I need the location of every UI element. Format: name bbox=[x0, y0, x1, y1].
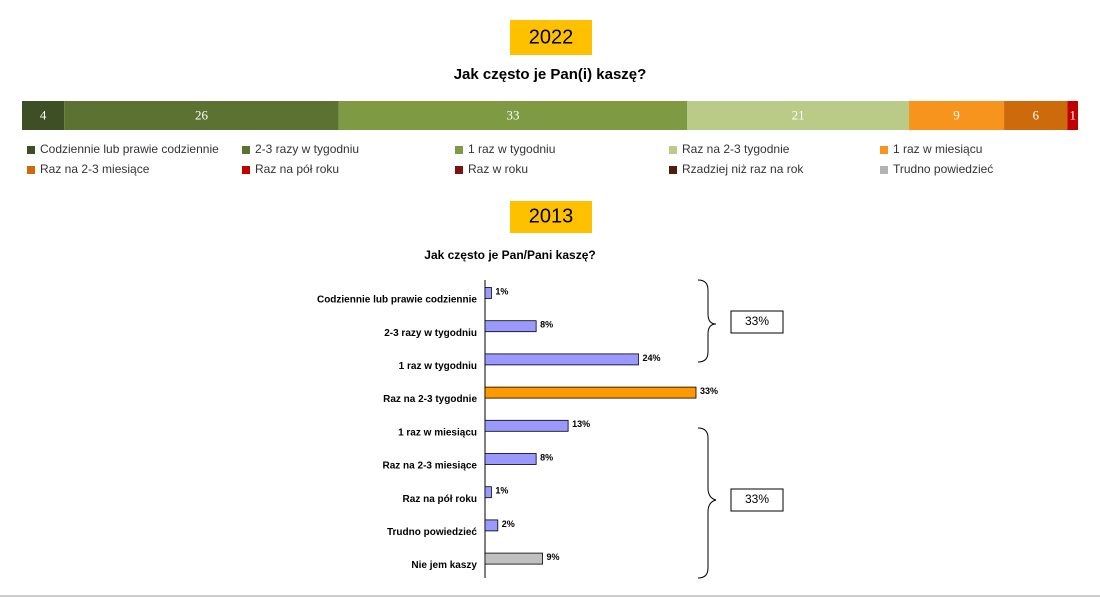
legend-swatch bbox=[27, 146, 35, 154]
value-label: 13% bbox=[572, 419, 590, 429]
legend-swatch bbox=[669, 146, 677, 154]
legend-swatch bbox=[455, 146, 463, 154]
legend-swatch bbox=[242, 166, 250, 174]
annotation-box bbox=[730, 310, 784, 334]
category-label: Trudno powiedzieć bbox=[387, 527, 477, 538]
legend-swatch bbox=[880, 146, 888, 154]
year-label: 2022 bbox=[529, 26, 574, 48]
legend-label: Raz w roku bbox=[468, 162, 528, 176]
bar-segment bbox=[909, 101, 1005, 130]
value-label: 9% bbox=[547, 552, 560, 562]
segment-label: 33 bbox=[507, 107, 520, 122]
legend-swatch bbox=[27, 166, 35, 174]
bar bbox=[484, 353, 639, 366]
legend-label: Codziennie lub prawie codziennie bbox=[40, 142, 219, 156]
bar-segment bbox=[22, 101, 65, 130]
bar bbox=[484, 287, 492, 299]
annotation-box bbox=[730, 488, 784, 512]
legend-label: Raz na pół roku bbox=[255, 162, 339, 176]
value-label: 2% bbox=[502, 519, 515, 529]
segment-label: 21 bbox=[792, 107, 805, 122]
year-badge bbox=[510, 201, 592, 233]
segment-label: 4 bbox=[40, 107, 47, 122]
category-label: 1 raz w tygodniu bbox=[399, 361, 477, 372]
value-label: 8% bbox=[540, 320, 553, 330]
legend-label: Raz na 2-3 tygodnie bbox=[682, 142, 790, 156]
category-label: Codziennie lub prawie codziennie bbox=[317, 295, 477, 306]
legend-swatch bbox=[669, 166, 677, 174]
bar bbox=[484, 486, 492, 499]
bar-segment bbox=[338, 101, 688, 130]
bar bbox=[484, 320, 537, 333]
legend-label: 1 raz w miesiącu bbox=[893, 142, 982, 156]
year-badge bbox=[510, 20, 592, 55]
value-label: 1% bbox=[495, 486, 508, 496]
value-label: 8% bbox=[540, 452, 553, 462]
legend-label: Rzadziej niż raz na rok bbox=[682, 162, 804, 176]
legend-label: Trudno powiedzieć bbox=[893, 162, 993, 176]
segment-label: 6 bbox=[1033, 107, 1040, 122]
value-label: 24% bbox=[642, 353, 660, 363]
legend-label: Raz na 2-3 miesiące bbox=[40, 162, 150, 176]
legend-label: 2-3 razy w tygodniu bbox=[255, 142, 359, 156]
value-label: 33% bbox=[700, 386, 718, 396]
segment-label: 1 bbox=[1069, 107, 1076, 122]
annotation: 33% bbox=[745, 314, 769, 328]
bar-segment bbox=[64, 101, 339, 130]
bar bbox=[484, 519, 499, 532]
category-label: Raz na 2-3 tygodnie bbox=[383, 394, 477, 405]
bracket bbox=[697, 279, 717, 363]
category-label: Raz na 2-3 miesiące bbox=[383, 461, 478, 472]
legend-swatch bbox=[455, 166, 463, 174]
bar-segment bbox=[1004, 101, 1068, 130]
value-label: 1% bbox=[495, 286, 508, 296]
legend-swatch bbox=[880, 166, 888, 174]
segment-label: 9 bbox=[953, 107, 960, 122]
bracket bbox=[697, 427, 717, 579]
chart-title: Jak często je Pan/Pani kaszę? bbox=[424, 248, 595, 262]
bar bbox=[484, 552, 543, 565]
category-label: 2-3 razy w tygodniu bbox=[384, 328, 477, 339]
annotation: 33% bbox=[745, 492, 769, 506]
bar-segment bbox=[687, 101, 910, 130]
bar bbox=[484, 386, 697, 399]
category-label: 1 raz w miesiącu bbox=[398, 427, 477, 438]
bar bbox=[484, 453, 537, 465]
segment-label: 26 bbox=[195, 107, 209, 122]
category-label: Nie jem kaszy bbox=[411, 560, 477, 571]
category-label: Raz na pół roku bbox=[403, 494, 477, 505]
legend-swatch bbox=[242, 146, 250, 154]
chart-title: Jak często je Pan(i) kaszę? bbox=[454, 66, 647, 83]
bar bbox=[484, 419, 569, 432]
year-label: 2013 bbox=[529, 205, 574, 227]
bar-segment bbox=[1067, 101, 1078, 130]
legend-label: 1 raz w tygodniu bbox=[468, 142, 555, 156]
